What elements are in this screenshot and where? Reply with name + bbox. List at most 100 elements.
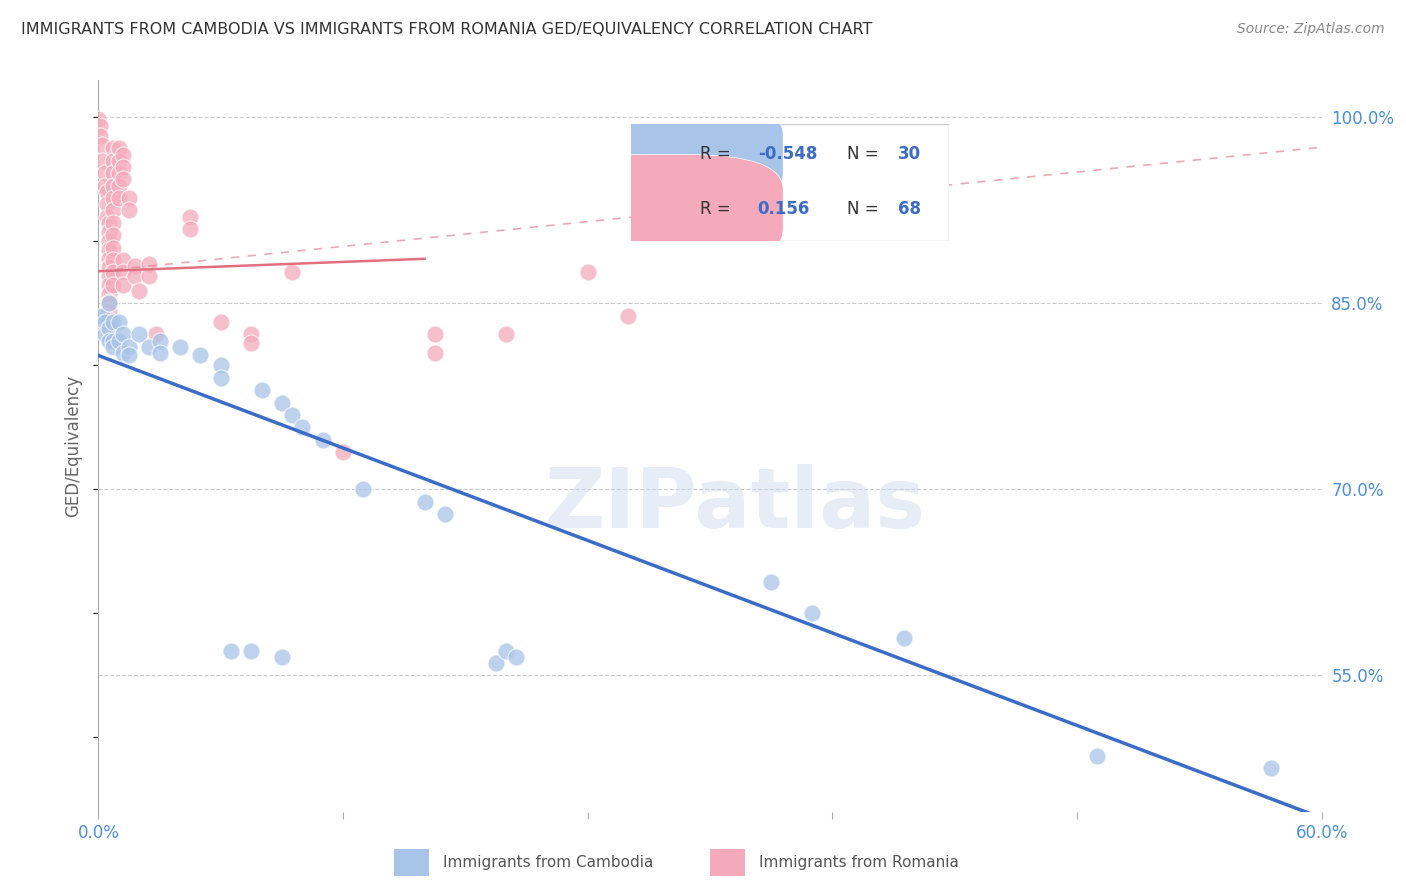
- Point: [270, 395, 294, 409]
- Point: [281, 265, 304, 279]
- Point: [108, 166, 131, 180]
- Point: [101, 191, 124, 205]
- Point: [761, 575, 783, 590]
- Point: [145, 327, 167, 342]
- Point: [93, 178, 115, 193]
- Point: [423, 327, 446, 342]
- Point: [101, 265, 124, 279]
- FancyBboxPatch shape: [385, 844, 437, 881]
- Point: [97, 312, 120, 326]
- Point: [97, 235, 120, 249]
- Point: [93, 327, 115, 342]
- Point: [505, 649, 527, 664]
- Point: [138, 340, 160, 354]
- Point: [270, 649, 294, 664]
- Point: [89, 129, 111, 144]
- Point: [617, 309, 640, 323]
- Point: [96, 185, 118, 199]
- Point: [108, 153, 131, 168]
- Point: [101, 216, 124, 230]
- Y-axis label: GED/Equivalency: GED/Equivalency: [65, 375, 83, 517]
- Point: [128, 284, 150, 298]
- Point: [312, 433, 335, 447]
- Point: [281, 408, 304, 422]
- Point: [179, 222, 201, 236]
- Point: [209, 315, 232, 329]
- Point: [108, 191, 131, 205]
- Point: [111, 147, 134, 161]
- Point: [97, 334, 120, 348]
- Point: [91, 153, 114, 168]
- Point: [111, 346, 134, 360]
- Point: [97, 216, 120, 230]
- Point: [93, 315, 115, 329]
- Point: [97, 260, 120, 275]
- Point: [87, 112, 110, 126]
- Point: [111, 265, 134, 279]
- Point: [101, 340, 124, 354]
- Point: [219, 643, 242, 657]
- Point: [108, 334, 131, 348]
- Point: [101, 253, 124, 268]
- Text: R =: R =: [700, 200, 737, 218]
- Point: [1260, 761, 1282, 775]
- Point: [138, 257, 160, 271]
- Point: [128, 327, 150, 342]
- Point: [240, 643, 263, 657]
- Point: [1085, 748, 1108, 763]
- Point: [124, 269, 146, 284]
- Text: Immigrants from Cambodia: Immigrants from Cambodia: [443, 855, 654, 870]
- Point: [169, 340, 191, 354]
- FancyBboxPatch shape: [630, 124, 949, 241]
- Point: [97, 304, 120, 318]
- Point: [111, 277, 134, 292]
- Point: [101, 334, 124, 348]
- Text: 0.156: 0.156: [758, 200, 810, 218]
- Point: [97, 269, 120, 284]
- Point: [101, 166, 124, 180]
- Point: [118, 340, 141, 354]
- Point: [149, 346, 172, 360]
- Point: [240, 327, 263, 342]
- Text: Source: ZipAtlas.com: Source: ZipAtlas.com: [1237, 22, 1385, 37]
- Point: [89, 119, 111, 133]
- FancyBboxPatch shape: [548, 154, 783, 265]
- Point: [97, 243, 120, 257]
- Point: [93, 166, 115, 180]
- Point: [97, 277, 120, 292]
- Point: [209, 359, 232, 373]
- Point: [108, 141, 131, 155]
- Point: [801, 607, 824, 621]
- Point: [101, 277, 124, 292]
- Point: [485, 656, 508, 670]
- Point: [124, 259, 146, 273]
- Point: [111, 172, 134, 186]
- Point: [97, 225, 120, 239]
- Point: [97, 321, 120, 335]
- Point: [118, 349, 141, 363]
- Point: [97, 295, 120, 310]
- Point: [188, 349, 212, 363]
- Point: [118, 191, 141, 205]
- Point: [111, 160, 134, 174]
- Point: [576, 265, 599, 279]
- Point: [101, 315, 124, 329]
- Point: [91, 137, 114, 152]
- Point: [101, 203, 124, 218]
- Point: [332, 445, 354, 459]
- Point: [179, 210, 201, 224]
- Text: R =: R =: [700, 145, 737, 163]
- Point: [118, 203, 141, 218]
- Point: [291, 420, 314, 434]
- Point: [97, 321, 120, 335]
- Point: [101, 228, 124, 243]
- Text: N =: N =: [846, 200, 883, 218]
- Text: Immigrants from Romania: Immigrants from Romania: [759, 855, 959, 870]
- Point: [240, 336, 263, 351]
- Point: [97, 286, 120, 301]
- Point: [101, 178, 124, 193]
- Point: [108, 178, 131, 193]
- FancyBboxPatch shape: [548, 100, 783, 210]
- Point: [423, 346, 446, 360]
- Point: [97, 252, 120, 266]
